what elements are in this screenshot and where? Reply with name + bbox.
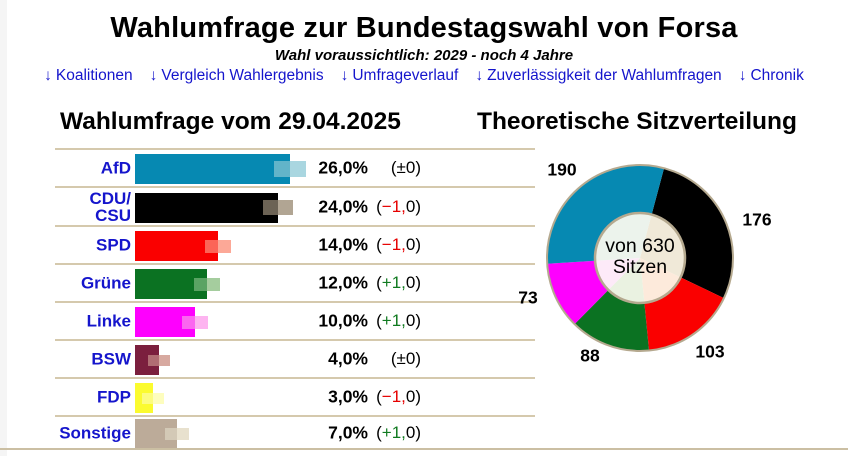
nav-link-chronik[interactable]: ↓ Chronik xyxy=(739,67,804,85)
donut-segment xyxy=(644,277,724,351)
poll-heading: Wahlumfrage vom 29.04.2025 xyxy=(60,108,401,135)
error-margin-inner-square xyxy=(263,200,279,215)
poll-change: (−1,0) xyxy=(376,235,421,254)
error-margin-outer-square xyxy=(218,239,232,253)
donut-center-line1: von 630 xyxy=(605,235,675,257)
seat-count-label: 88 xyxy=(580,345,600,366)
error-margin-inner-square xyxy=(193,277,207,291)
party-label: Grüne xyxy=(80,273,131,293)
poll-change: (−1,0) xyxy=(376,387,421,406)
party-label: Linke xyxy=(86,311,131,331)
donut-inner-tint-sector xyxy=(595,258,640,290)
left-edge-strip xyxy=(0,0,7,456)
poll-value: 12,0% xyxy=(318,272,368,293)
donut-border-ring xyxy=(593,211,687,305)
page-subtitle: Wahl voraussichtlich: 2029 - noch 4 Jahr… xyxy=(274,47,574,64)
poll-bar xyxy=(135,154,290,184)
poll-row: Grüne 12,0% (+1,0) xyxy=(55,263,535,301)
error-margin-inner-square xyxy=(181,315,195,329)
poll-row: AfD 26,0% (±0) xyxy=(55,148,535,186)
poll-change: (±0) xyxy=(390,158,421,177)
nav-link-label: Vergleich Wahlergebnis xyxy=(161,67,324,84)
down-arrow-icon: ↓ xyxy=(738,67,747,84)
down-arrow-icon: ↓ xyxy=(475,67,484,84)
poll-row: CDU/CSU 24,0% (−1,0) xyxy=(55,186,535,225)
error-margin-inner-square xyxy=(147,354,159,366)
seat-count-label: 103 xyxy=(695,341,725,362)
seat-count-label: 73 xyxy=(518,287,538,308)
poll-change: (−1,0) xyxy=(376,196,421,216)
error-margin-inner-square xyxy=(205,239,219,253)
poll-change: (+1,0) xyxy=(376,311,421,330)
party-label: Sonstige xyxy=(59,423,131,442)
poll-bar xyxy=(135,192,279,223)
donut-segment xyxy=(547,164,665,264)
poll-value: 26,0% xyxy=(318,157,368,178)
seat-count-label: 190 xyxy=(547,159,577,180)
error-margin-outer-square xyxy=(278,200,294,215)
nav-link-vergleich-wahlergebnis[interactable]: ↓ Vergleich Wahlergebnis xyxy=(150,67,324,85)
party-label: SPD xyxy=(96,235,131,255)
nav-link-zuverlaessigkeit[interactable]: ↓ Zuverlässigkeit der Wahlumfragen xyxy=(475,67,721,85)
seat-count-label: 176 xyxy=(742,209,772,230)
poll-change: (±0) xyxy=(390,349,421,368)
error-margin-outer-square xyxy=(152,392,164,404)
poll-row: FDP 3,0% (−1,0) xyxy=(55,377,535,415)
donut-center-label: von 630 Sitzen xyxy=(605,236,674,278)
poll-value: 3,0% xyxy=(328,386,368,407)
error-margin-outer-square xyxy=(289,161,306,177)
donut-center-line2: Sitzen xyxy=(612,256,668,278)
nav-link-koalitionen[interactable]: ↓ Koalitionen xyxy=(44,67,132,85)
poll-value: 4,0% xyxy=(328,348,368,369)
seats-heading: Theoretische Sitzverteilung xyxy=(477,108,797,135)
error-margin-outer-square xyxy=(158,354,170,366)
party-label: CDU/CSU xyxy=(89,188,131,225)
poll-value: 7,0% xyxy=(328,422,368,442)
donut-inner-tint-sector xyxy=(608,258,645,303)
error-margin-outer-square xyxy=(206,277,220,291)
donut-border-ring xyxy=(546,164,734,352)
poll-value: 14,0% xyxy=(318,234,368,255)
poll-row: SPD 14,0% (−1,0) xyxy=(55,225,535,263)
down-arrow-icon: ↓ xyxy=(149,67,158,84)
error-margin-inner-square xyxy=(273,161,290,177)
donut-inner-tint-sector xyxy=(640,214,685,278)
down-arrow-icon: ↓ xyxy=(340,67,349,84)
poll-bar xyxy=(135,231,219,261)
donut-inner-tint-sector xyxy=(595,213,652,261)
poll-row: Sonstige 7,0% (+1,0) xyxy=(55,415,535,449)
nav-link-label: Koalitionen xyxy=(55,67,133,84)
party-label: BSW xyxy=(91,349,131,369)
poll-change: (+1,0) xyxy=(376,273,421,292)
poll-value: 24,0% xyxy=(318,196,368,216)
poll-row: Linke 10,0% (+1,0) xyxy=(55,301,535,339)
nav-link-label: Umfrageverlauf xyxy=(352,67,459,84)
poll-table: AfD 26,0% (±0) CDU/CSU 24,0% (−1,0) SPD 14,0% (−… xyxy=(55,148,535,449)
bottom-divider xyxy=(0,448,848,450)
down-arrow-icon: ↓ xyxy=(44,67,52,84)
anchor-nav: ↓ Koalitionen ↓ Vergleich Wahlergebnis ↓ Um… xyxy=(0,67,848,85)
page-title: Wahlumfrage zur Bundestagswahl von Forsa xyxy=(110,12,738,44)
seat-distribution-donut-chart xyxy=(546,164,734,352)
error-margin-outer-square xyxy=(176,427,189,440)
poll-row: BSW 4,0% (±0) xyxy=(55,339,535,377)
party-label: AfD xyxy=(100,158,131,178)
poll-change: (+1,0) xyxy=(376,422,421,442)
error-margin-inner-square xyxy=(141,392,153,404)
nav-link-umfrageverlauf[interactable]: ↓ Umfrageverlauf xyxy=(341,67,459,85)
poll-value: 10,0% xyxy=(318,310,368,331)
error-margin-outer-square xyxy=(194,315,208,329)
donut-segment xyxy=(574,289,650,351)
error-margin-inner-square xyxy=(164,427,177,440)
donut-inner-tint-sector xyxy=(640,258,681,303)
party-label: FDP xyxy=(97,387,131,407)
nav-link-label: Chronik xyxy=(750,67,804,84)
nav-link-label: Zuverlässigkeit der Wahlumfragen xyxy=(487,67,722,84)
poll-bar xyxy=(135,345,159,375)
